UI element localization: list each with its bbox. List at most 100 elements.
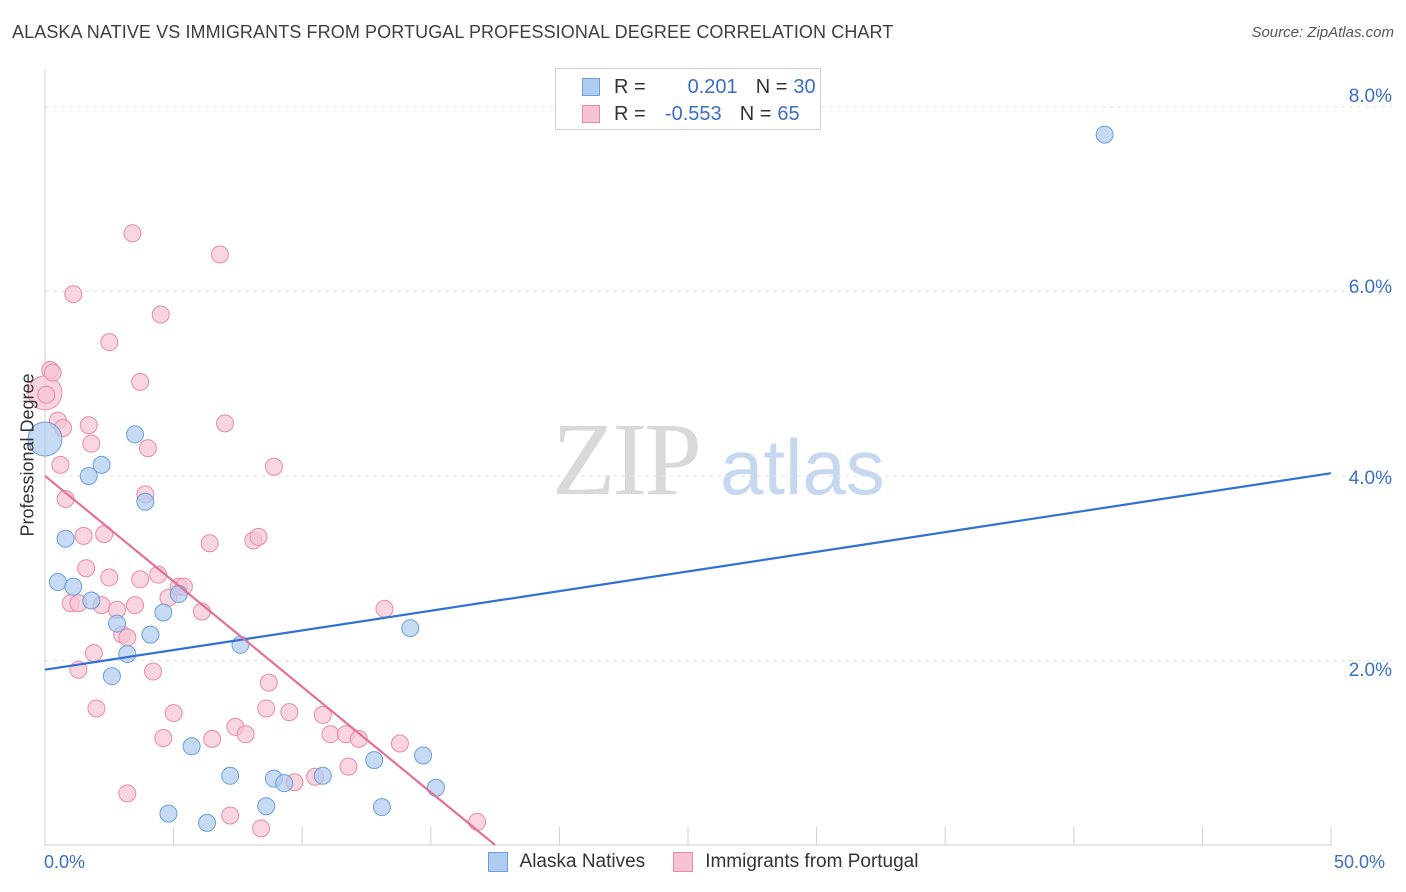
n-value: 65 [777,102,800,125]
r-label: R = [614,75,646,98]
y-tick-label-8: 8.0% [1348,86,1392,107]
r-value: -0.553 [664,102,722,125]
n-label: N = [755,75,788,98]
alaska-native-point [182,737,201,756]
portugal-point [51,455,70,474]
portugal-point [164,704,183,723]
swatch-alaska [582,78,600,96]
portugal-point [131,372,150,391]
alaska-native-point [365,751,384,770]
portugal-point [200,534,219,553]
portugal-point [339,757,358,776]
portugal-point [249,527,268,546]
alaska-native-point [79,466,98,485]
portugal-point [203,729,222,748]
n-value: 30 [793,75,816,98]
alaska-native-point [92,455,111,474]
portugal-point [74,526,93,545]
portugal-point [390,734,409,753]
portugal-point [123,224,142,243]
alaska-native-point [136,492,155,511]
x-tick-label-max: 50.0% [1334,852,1386,872]
portugal-point [131,570,150,589]
alaska-native-point [126,425,145,444]
alaska-native-point [64,577,83,596]
portugal-point [151,305,170,324]
legend-item-portugal[interactable]: Immigrants from Portugal [673,851,918,873]
portugal-point [321,725,340,744]
alaska-native-point [372,798,391,817]
portugal-point [118,628,137,647]
portugal-point [154,728,173,747]
portugal-point [79,416,98,435]
portugal-point [468,812,487,831]
y-axis-label: Professional Degree [17,373,38,537]
portugal-point [87,699,106,718]
portugal-point [257,699,276,718]
alaska-native-point [27,421,63,457]
alaska-native-point [198,813,217,832]
portugal-point [144,662,163,681]
portugal-point [216,414,235,433]
watermark-atlas: atlas [720,423,885,511]
x-tick-label-min: 0.0% [44,852,86,872]
portugal-point [264,457,283,476]
portugal-point [37,385,56,404]
portugal-point [313,705,332,724]
alaska-native-point [56,529,75,548]
legend-swatch-alaska [487,852,508,872]
n-label: N = [739,102,772,125]
portugal-trend-line [44,475,496,846]
swatch-portugal [582,105,600,123]
alaska-native-point [48,573,67,592]
stats-row-portugal: R = -0.553 N = 65 [582,101,800,127]
portugal-point [259,673,278,692]
alaska-native-point [141,625,160,644]
alaska-native-point [275,774,294,793]
alaska-native-point [169,585,188,604]
stats-legend: R = 0.201 N = 30 R = -0.553 N = 65 [555,68,821,130]
portugal-point [118,784,137,803]
r-label: R = [614,102,646,125]
r-value: 0.201 [687,75,738,98]
alaska-native-point [108,614,127,633]
portugal-point [84,644,103,663]
portugal-point [280,703,299,722]
alaska-native-point [313,766,332,785]
series-legend: Alaska Natives Immigrants from Portugal [0,851,1406,873]
portugal-point [138,439,157,458]
source-label: Source: ZipAtlas.com [1251,24,1394,41]
y-tick-label-4: 4.0% [1348,468,1392,489]
portugal-point [100,568,119,587]
y-tick-label-6: 6.0% [1348,277,1392,298]
portugal-point [100,333,119,352]
legend-swatch-portugal [673,852,694,872]
portugal-point [221,806,240,825]
portugal-point [210,245,229,264]
alaska-native-point [154,603,173,622]
portugal-point [126,596,145,615]
y-tick-label-2: 2.0% [1348,660,1392,681]
alaska-native-point [221,766,240,785]
alaska-native-point [159,804,178,823]
alaska-native-point [401,619,420,638]
alaska-native-point [102,667,121,686]
alaska-trend-line [44,472,1332,671]
chart-title: ALASKA NATIVE VS IMMIGRANTS FROM PORTUGA… [12,22,894,42]
legend-item-alaska[interactable]: Alaska Natives [487,851,646,873]
legend-label-portugal: Immigrants from Portugal [705,851,919,872]
portugal-point [375,599,394,618]
alaska-native-point [257,797,276,816]
alaska-native-point [414,746,433,765]
portugal-point [77,559,96,578]
portugal-point [252,819,271,838]
stats-row-alaska: R = 0.201 N = 30 [582,74,816,100]
portugal-point [236,725,255,744]
alaska-native-point [82,591,101,610]
portugal-point [64,285,83,304]
alaska-native-point [118,645,137,664]
portugal-point [43,363,62,382]
alaska-native-point [426,778,445,797]
legend-label-alaska: Alaska Natives [519,851,646,872]
